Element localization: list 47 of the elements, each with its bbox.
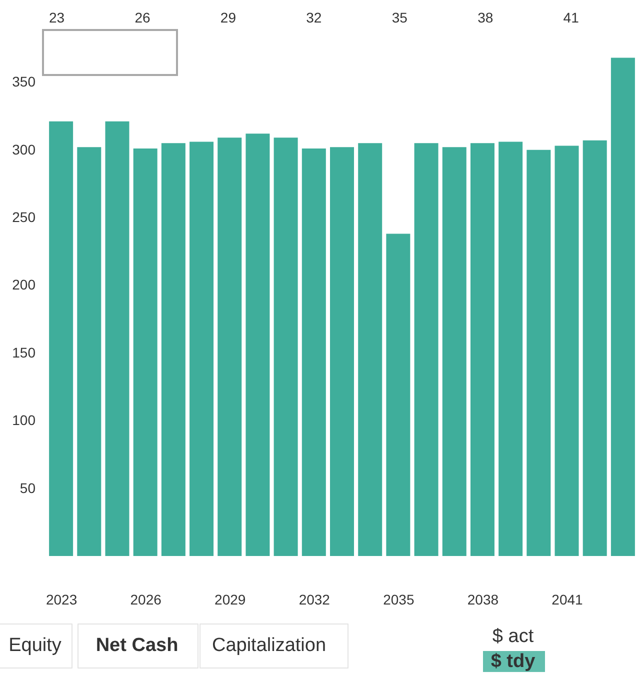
- x-tick-label: 2041: [552, 592, 584, 608]
- x-tick-label: 2035: [383, 592, 414, 608]
- bar: [246, 134, 270, 556]
- bar: [414, 143, 438, 556]
- bar: [582, 140, 607, 556]
- bar: [133, 148, 158, 556]
- x2-tick-label: 23: [48, 10, 65, 26]
- bar: [610, 58, 635, 556]
- bar: [330, 147, 354, 556]
- bar: [274, 138, 298, 556]
- y-tick-label: 300: [12, 141, 36, 158]
- text: $ act: [492, 626, 534, 647]
- y-tick-label: 250: [12, 209, 36, 226]
- bar: [302, 148, 326, 556]
- bar: [386, 234, 410, 556]
- x-tick-label: 2038: [467, 592, 499, 608]
- x-tick-label: 2023: [46, 592, 78, 608]
- text: $ tdy: [490, 651, 536, 672]
- bar: [358, 143, 382, 556]
- x2-tick-label: 26: [134, 10, 150, 26]
- bar: [442, 147, 466, 556]
- bar: [105, 121, 130, 556]
- x2-tick-label: 32: [306, 10, 322, 26]
- x2-tick-label: 29: [220, 10, 236, 26]
- x-tick-label: 2029: [214, 592, 246, 608]
- text: Capitalization: [212, 635, 326, 656]
- y-tick-label: 350: [12, 74, 36, 90]
- x2-tick-label: 35: [392, 10, 408, 26]
- x2-tick-label: 41: [563, 10, 580, 26]
- text: Net Cash: [96, 635, 178, 656]
- bar: [190, 142, 214, 556]
- y-tick-label: 200: [12, 276, 36, 293]
- x-tick-label: 2032: [298, 592, 330, 608]
- bar: [526, 150, 551, 556]
- bar: [77, 147, 102, 556]
- x2-tick-label: 38: [478, 10, 494, 26]
- bar: [161, 143, 186, 556]
- bar: [498, 142, 523, 556]
- bar: [218, 138, 242, 556]
- text: Equity: [8, 635, 62, 656]
- bar: [470, 143, 494, 556]
- y-tick-label: 50: [20, 480, 36, 496]
- bar: [49, 121, 74, 556]
- y-tick-label: 150: [12, 344, 36, 360]
- y-tick-label: 100: [12, 412, 36, 428]
- bar: [554, 146, 579, 556]
- x-tick-label: 2026: [130, 592, 162, 608]
